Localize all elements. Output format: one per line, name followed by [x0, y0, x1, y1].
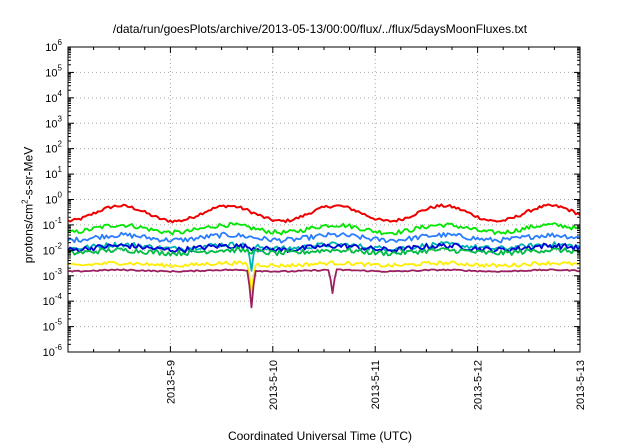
y-tick-label: 100 [45, 191, 62, 207]
y-tick-label: 10-5 [43, 318, 63, 334]
y-tick-label: 106 [45, 38, 62, 54]
y-tick-label: 103 [45, 114, 62, 130]
series-line [67, 231, 581, 244]
series-line [67, 242, 581, 254]
series-line [67, 221, 581, 236]
grid-lines [68, 47, 580, 352]
x-axis-label: Coordinated Universal Time (UTC) [227, 429, 413, 443]
y-tick-label: 10-4 [43, 292, 63, 308]
chart-title: /data/run/goesPlots/archive/2013-05-13/0… [112, 22, 528, 36]
y-tick-label: 102 [45, 140, 62, 156]
x-tick-label: 2013-5-9 [165, 360, 177, 404]
series-line [67, 268, 581, 309]
y-tick-label: 101 [45, 165, 62, 181]
y-tick-label: 105 [45, 63, 62, 79]
series-line [67, 246, 581, 257]
y-tick-label: 10-2 [43, 241, 63, 257]
series-line [67, 260, 581, 296]
x-tick-label: 2013-5-10 [268, 360, 280, 410]
y-tick-label: 10-3 [43, 267, 63, 283]
y-tick-label: 10-6 [43, 343, 63, 359]
x-tick-label: 2013-5-12 [473, 360, 485, 410]
series-lines [67, 203, 581, 309]
series-line [67, 203, 581, 224]
x-tick-labels: 2013-5-9 2013-5-10 2013-5-11 2013-5-12 2013-… [165, 360, 587, 410]
y-tick-label: 104 [45, 89, 62, 105]
tick-marks [68, 46, 581, 353]
x-tick-label: 2013-5-11 [370, 360, 382, 409]
y-tick-label: 10-1 [43, 216, 63, 232]
y-tick-labels: 10-6 10-5 10-4 10-3 10-2 10-1 100 101 102 103 104 1… [43, 38, 63, 359]
x-tick-label: 2013-5-13 [575, 360, 587, 410]
